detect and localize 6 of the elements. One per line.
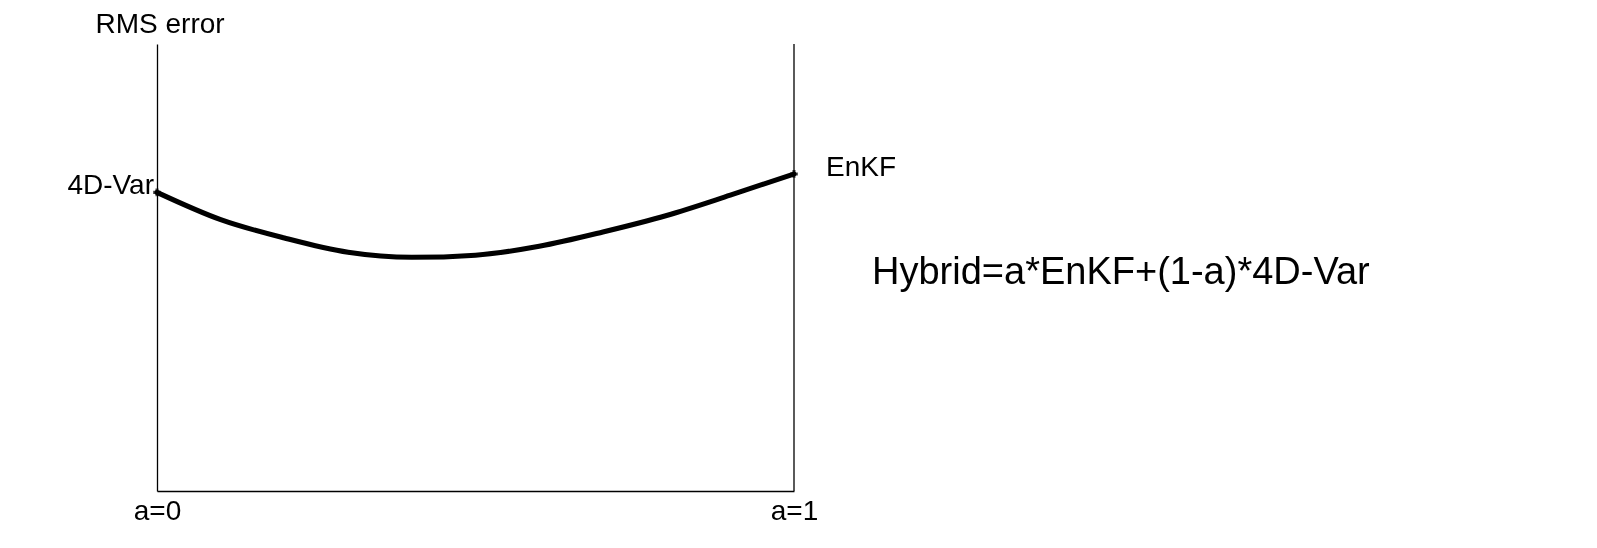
x-tick-label: a=1: [770, 494, 819, 526]
annotation: EnKF: [826, 150, 897, 182]
y-axis-title: RMS error: [95, 7, 225, 39]
x-tick-label: a=0: [133, 494, 182, 526]
text: Hybrid=a*EnKF+(1-a)*4D-Var: [872, 250, 1370, 293]
annotation: 4D-Var: [67, 169, 154, 201]
